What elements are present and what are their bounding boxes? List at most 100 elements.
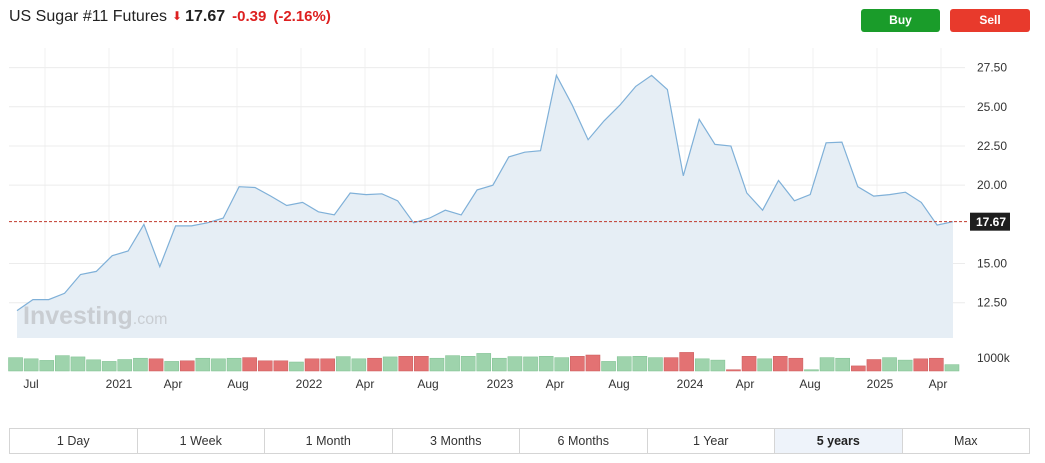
x-tick-label: Aug [227, 377, 248, 391]
volume-bar [351, 358, 367, 372]
volume-bar [694, 358, 710, 372]
y-tick-label: 22.50 [977, 139, 1007, 153]
volume-bar [788, 357, 804, 372]
volume-bar [304, 358, 320, 372]
volume-bar [211, 358, 226, 372]
volume-bar [335, 356, 351, 372]
x-tick-label: 2021 [106, 377, 133, 391]
instrument-title: US Sugar #11 Futures ⬇ 17.67 -0.39 (-2.16%) [9, 8, 331, 26]
volume-bar [242, 357, 257, 372]
volume-bar [101, 361, 117, 372]
x-tick-label: Jul [23, 377, 38, 391]
down-arrow-icon: ⬇ [172, 9, 183, 23]
volume-bar [741, 356, 757, 372]
current-price-label: 17.67 [976, 215, 1006, 229]
volume-bar [726, 369, 741, 372]
range-tab-1-day[interactable]: 1 Day [10, 429, 138, 453]
x-tick-label: Aug [608, 377, 629, 391]
y-tick-label: 20.00 [977, 178, 1007, 192]
range-tab-6-months[interactable]: 6 Months [520, 429, 648, 453]
quote-header: US Sugar #11 Futures ⬇ 17.67 -0.39 (-2.16%) … [0, 0, 1045, 38]
volume-bar [897, 359, 913, 372]
range-tab-5-years[interactable]: 5 years [775, 429, 903, 453]
volume-bar [913, 358, 929, 372]
volume-bar [710, 359, 726, 372]
volume-bar [819, 357, 835, 372]
y-tick-label: 12.50 [977, 296, 1007, 310]
volume-bar [226, 357, 242, 372]
volume-bar [55, 355, 70, 372]
volume-bar [835, 357, 850, 372]
volume-bar [320, 358, 335, 372]
volume-bar [882, 357, 897, 372]
volume-bar [570, 356, 585, 372]
volume-bar [492, 357, 507, 372]
volume-bar [507, 356, 523, 372]
range-tab-3-months[interactable]: 3 Months [393, 429, 520, 453]
y-tick-label: 27.50 [977, 61, 1007, 75]
volume-bar [86, 359, 101, 372]
volume-bar [851, 365, 866, 372]
volume-bar [382, 356, 398, 372]
volume-bar [273, 360, 289, 372]
volume-bar [538, 356, 554, 372]
volume-bar [804, 369, 819, 372]
volume-bar [523, 356, 538, 372]
volume-axis-label: 1000k [977, 351, 1011, 365]
volume-bar [648, 357, 663, 372]
x-tick-label: Apr [546, 377, 565, 391]
volume-bar [632, 356, 648, 372]
time-range-selector: 1 Day 1 Week 1 Month 3 Months 6 Months 1 Year… [9, 428, 1030, 454]
volume-bar [367, 357, 382, 372]
volume-bar [554, 357, 570, 372]
price-change: -0.39 [232, 8, 267, 25]
x-tick-label: 2022 [296, 377, 323, 391]
volume-bar [179, 360, 195, 372]
volume-bar [414, 356, 429, 372]
volume-bar [39, 360, 55, 372]
volume-bar [133, 357, 148, 372]
volume-bar [679, 352, 694, 372]
x-tick-label: Aug [799, 377, 820, 391]
price-chart[interactable]: 27.50 25.00 22.50 20.00 15.00 12.50 Investing.… [0, 40, 1045, 400]
buy-button[interactable]: Buy [861, 9, 940, 32]
volume-bar [148, 358, 164, 372]
volume-bar [398, 356, 414, 372]
range-tab-1-year[interactable]: 1 Year [648, 429, 775, 453]
volume-bar [476, 353, 492, 372]
x-tick-label: Apr [356, 377, 375, 391]
x-tick-label: 2025 [867, 377, 894, 391]
volume-bar [866, 359, 882, 372]
price-line [16, 73, 954, 312]
volume-bar [164, 361, 179, 372]
x-tick-label: 2024 [677, 377, 704, 391]
price-area [17, 75, 953, 339]
price-change-percent: (-2.16%) [273, 8, 331, 25]
volume-bar [944, 364, 960, 372]
volume-bar [601, 361, 616, 372]
volume-bar [117, 359, 133, 372]
range-tab-max[interactable]: Max [953, 434, 978, 448]
x-tick-label: Apr [736, 377, 755, 391]
last-price: 17.67 [185, 8, 226, 25]
volume-bar [429, 357, 445, 372]
volume-bar [616, 356, 632, 372]
volume-bar [70, 356, 86, 372]
volume-bar [23, 358, 39, 372]
sell-button[interactable]: Sell [950, 9, 1030, 32]
x-tick-label: Aug [417, 377, 438, 391]
x-tick-label: Apr [929, 377, 948, 391]
range-tab-1-month[interactable]: 1 Month [265, 429, 393, 453]
x-tick-label: 2023 [487, 377, 514, 391]
y-tick-label: 15.00 [977, 257, 1007, 271]
range-tab-1-week[interactable]: 1 Week [138, 429, 265, 453]
volume-bar [585, 354, 601, 372]
volume-bar [289, 361, 304, 372]
watermark-logo: Investing.com [23, 302, 167, 330]
volume-bar [8, 357, 23, 372]
volume-bar [257, 360, 273, 372]
volume-bar [195, 357, 211, 372]
volume-bar [929, 357, 944, 372]
volume-bar [757, 358, 772, 372]
volume-bar [663, 357, 679, 372]
